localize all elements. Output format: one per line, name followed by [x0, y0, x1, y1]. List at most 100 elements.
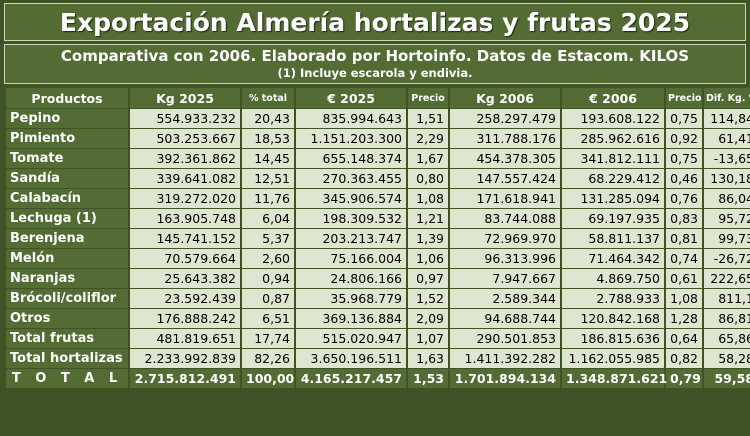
- value-cell: 23.592.439: [130, 289, 240, 308]
- page-title: Exportación Almería hortalizas y frutas …: [4, 3, 746, 41]
- table-row: Pimiento 503.253.667 18,53 1.151.203.300 2,2…: [6, 129, 750, 148]
- value-cell: 285.962.616: [562, 129, 664, 148]
- header-cell: Productos: [6, 88, 128, 108]
- total-row: T O T A L 2.715.812.491 100,00 4.165.217.45…: [6, 369, 750, 388]
- value-cell: 20,43: [242, 109, 294, 128]
- value-cell: 258.297.479: [450, 109, 560, 128]
- value-cell: 58.811.137: [562, 229, 664, 248]
- product-cell: Pimiento: [6, 129, 128, 148]
- value-cell: 0,79: [666, 369, 702, 388]
- value-cell: 1,07: [408, 329, 448, 348]
- table-row: Total frutas 481.819.651 17,74 515.020.947 1…: [6, 329, 750, 348]
- value-cell: 2.233.992.839: [130, 349, 240, 368]
- value-cell: 68.229.412: [562, 169, 664, 188]
- header-cell: € 2006: [562, 88, 664, 108]
- value-cell: 341.812.111: [562, 149, 664, 168]
- value-cell: 59,58: [704, 369, 750, 388]
- value-cell: 131.285.094: [562, 189, 664, 208]
- value-cell: 0,81: [666, 229, 702, 248]
- value-cell: 94.688.744: [450, 309, 560, 328]
- header-cell: Precio: [408, 88, 448, 108]
- table-body: Pepino 554.933.232 20,43 835.994.643 1,51 258…: [6, 109, 750, 388]
- value-cell: 4.165.217.457: [296, 369, 406, 388]
- value-cell: 0,92: [666, 129, 702, 148]
- value-cell: 145.741.152: [130, 229, 240, 248]
- value-cell: 369.136.884: [296, 309, 406, 328]
- value-cell: 1,06: [408, 249, 448, 268]
- value-cell: 392.361.862: [130, 149, 240, 168]
- value-cell: 0,46: [666, 169, 702, 188]
- value-cell: 1.348.871.621: [562, 369, 667, 388]
- value-cell: 69.197.935: [562, 209, 664, 228]
- value-cell: 96.313.996: [450, 249, 560, 268]
- value-cell: 6,04: [242, 209, 294, 228]
- table-row: Pepino 554.933.232 20,43 835.994.643 1,51 258…: [6, 109, 750, 128]
- value-cell: 290.501.853: [450, 329, 560, 348]
- product-cell: Berenjena: [6, 229, 128, 248]
- subtitle-box: Comparativa con 2006. Elaborado por Hort…: [4, 44, 746, 84]
- value-cell: 2.589.344: [450, 289, 560, 308]
- value-cell: 0,83: [666, 209, 702, 228]
- value-cell: 11,76: [242, 189, 294, 208]
- value-cell: 2,60: [242, 249, 294, 268]
- value-cell: 2.788.933: [562, 289, 664, 308]
- value-cell: 0,94: [242, 269, 294, 288]
- value-cell: 1,63: [408, 349, 448, 368]
- product-cell: Tomate: [6, 149, 128, 168]
- product-cell: Total hortalizas: [6, 349, 128, 368]
- value-cell: 4.869.750: [562, 269, 664, 288]
- value-cell: 2,29: [408, 129, 448, 148]
- value-cell: 1,67: [408, 149, 448, 168]
- value-cell: 0,82: [666, 349, 702, 368]
- value-cell: 17,74: [242, 329, 294, 348]
- value-cell: 24.806.166: [296, 269, 406, 288]
- value-cell: 0,61: [666, 269, 702, 288]
- product-cell: Pepino: [6, 109, 128, 128]
- value-cell: 0,64: [666, 329, 702, 348]
- value-cell: 1.411.392.282: [450, 349, 560, 368]
- header-cell: Kg 2025: [130, 88, 240, 108]
- value-cell: 1,53: [408, 369, 448, 388]
- value-cell: 3.650.196.511: [296, 349, 406, 368]
- header-cell: Dif. Kg. %: [704, 88, 750, 108]
- value-cell: 454.378.305: [450, 149, 560, 168]
- header-cell: Precio: [666, 88, 702, 108]
- value-cell: 1,08: [666, 289, 702, 308]
- value-cell: 65,86: [704, 329, 750, 348]
- value-cell: 481.819.651: [130, 329, 240, 348]
- table-row: Total hortalizas 2.233.992.839 82,26 3.650.…: [6, 349, 750, 368]
- footnote: (1) Incluye escarola y endivia.: [277, 66, 473, 80]
- table-row: Melón 70.579.664 2,60 75.166.004 1,06 96.313.…: [6, 249, 750, 268]
- value-cell: 0,75: [666, 149, 702, 168]
- header-cell: Kg 2006: [450, 88, 560, 108]
- value-cell: 2,09: [408, 309, 448, 328]
- value-cell: 25.643.382: [130, 269, 240, 288]
- product-cell: Melón: [6, 249, 128, 268]
- header-cell: % total: [242, 88, 294, 108]
- table-row: Brócoli/coliflor 23.592.439 0,87 35.968.779…: [6, 289, 750, 308]
- header-row: Productos Kg 2025 % total € 2025 Precio …: [6, 88, 750, 108]
- value-cell: 655.148.374: [296, 149, 406, 168]
- table-row: Calabacín 319.272.020 11,76 345.906.574 1,08…: [6, 189, 750, 208]
- value-cell: 186.815.636: [562, 329, 664, 348]
- value-cell: 311.788.176: [450, 129, 560, 148]
- product-cell: T O T A L: [6, 369, 128, 388]
- value-cell: 811,1: [704, 289, 750, 308]
- value-cell: 515.020.947: [296, 329, 406, 348]
- value-cell: 1,28: [666, 309, 702, 328]
- value-cell: 193.608.122: [562, 109, 664, 128]
- value-cell: 1.151.203.300: [296, 129, 406, 148]
- value-cell: 554.933.232: [130, 109, 240, 128]
- value-cell: 75.166.004: [296, 249, 406, 268]
- table-row: Berenjena 145.741.152 5,37 203.213.747 1,39 7…: [6, 229, 750, 248]
- value-cell: 6,51: [242, 309, 294, 328]
- value-cell: 222,65: [704, 269, 750, 288]
- value-cell: 100,00: [242, 369, 294, 388]
- value-cell: 5,37: [242, 229, 294, 248]
- value-cell: 503.253.667: [130, 129, 240, 148]
- value-cell: 171.618.941: [450, 189, 560, 208]
- value-cell: 18,53: [242, 129, 294, 148]
- value-cell: 203.213.747: [296, 229, 406, 248]
- product-cell: Brócoli/coliflor: [6, 289, 128, 308]
